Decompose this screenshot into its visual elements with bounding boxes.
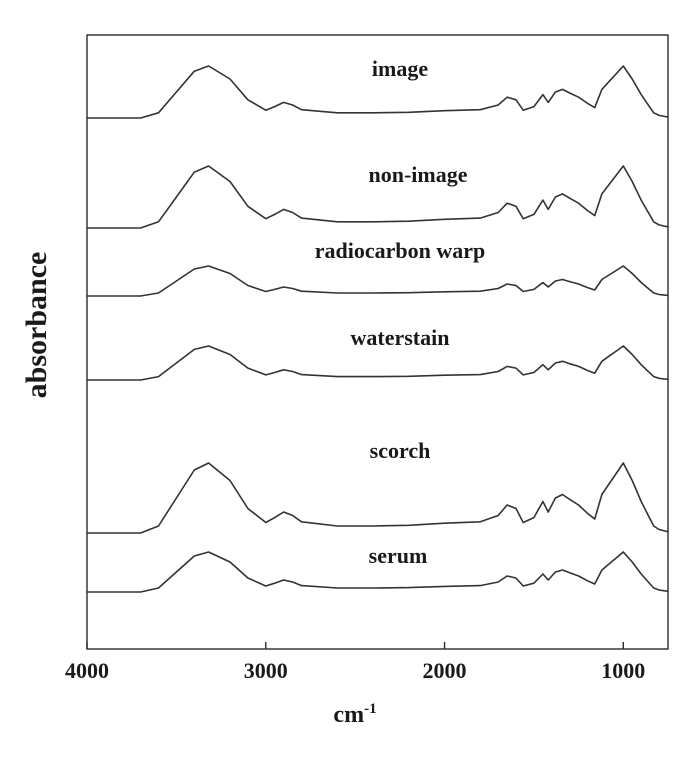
x-axis-ticks: 4000 3000 2000 1000 <box>65 642 645 683</box>
spectrum-line-non-image <box>86 165 669 229</box>
spectrum-line-waterstain <box>86 345 669 381</box>
spectrum-line-scorch <box>86 462 669 534</box>
spectrum-line-serum <box>86 551 669 593</box>
series-labels: image non-image radiocarbon warp waterstain… <box>315 56 486 568</box>
spectrum-line-radiocarbon-warp <box>86 265 669 297</box>
series-label-scorch: scorch <box>370 438 431 463</box>
x-tick-label-3000: 3000 <box>244 658 288 683</box>
x-tick-label-2000: 2000 <box>423 658 467 683</box>
series-label-serum: serum <box>369 543 428 568</box>
y-axis-title: absorbance <box>20 252 53 399</box>
x-tick-label-1000: 1000 <box>601 658 645 683</box>
series-label-image: image <box>372 56 428 81</box>
x-axis-title: cm-1 <box>333 701 376 728</box>
series-label-non-image: non-image <box>369 162 468 187</box>
x-axis-title-exponent: -1 <box>364 701 377 717</box>
plot-frame <box>86 34 669 650</box>
spectra-layer <box>86 65 669 593</box>
series-label-waterstain: waterstain <box>351 325 450 350</box>
spectrum-line-image <box>86 65 669 119</box>
x-tick-label-4000: 4000 <box>65 658 109 683</box>
series-label-radiocarbon-warp: radiocarbon warp <box>315 238 486 263</box>
x-axis-title-base: cm <box>333 702 364 728</box>
